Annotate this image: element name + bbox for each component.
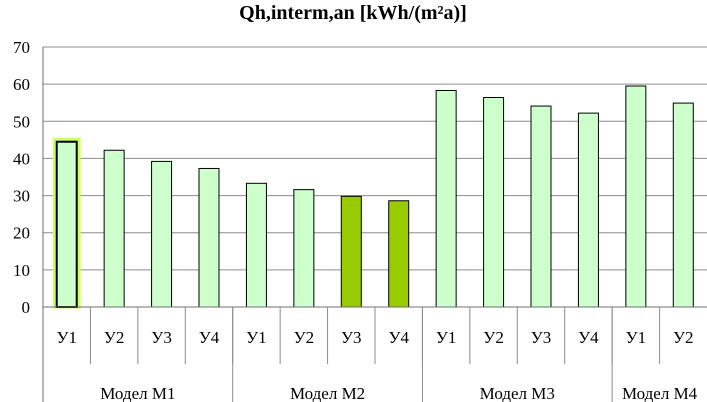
bar <box>340 195 362 308</box>
x-category-label: У2 <box>673 328 694 347</box>
x-category-label: У4 <box>388 328 409 347</box>
x-group-label: Модел М3 <box>480 384 555 402</box>
axes <box>42 47 707 402</box>
x-category-label: У1 <box>626 328 647 347</box>
x-group-label: Модел М1 <box>100 384 175 402</box>
x-category-label: У3 <box>341 328 362 347</box>
bar <box>293 189 315 308</box>
bar <box>388 200 410 308</box>
bar <box>530 105 552 308</box>
x-category-label: У1 <box>436 328 457 347</box>
y-tick-label: 30 <box>13 187 30 206</box>
bar <box>245 182 267 308</box>
y-tick-label: 50 <box>13 112 30 131</box>
y-tick-label: 40 <box>13 149 30 168</box>
x-category-label: У2 <box>104 328 125 347</box>
y-tick-label: 10 <box>13 261 30 280</box>
x-category-label: У3 <box>151 328 172 347</box>
bar <box>103 149 125 308</box>
x-group-label: Модел М4 <box>622 384 698 402</box>
bar <box>483 97 505 308</box>
x-category-label: У2 <box>294 328 315 347</box>
bar <box>577 112 599 308</box>
bar <box>55 140 78 308</box>
bar <box>151 160 173 308</box>
bar <box>435 89 457 308</box>
y-tick-label: 20 <box>13 224 30 243</box>
bar <box>672 102 694 308</box>
x-category-label: У4 <box>199 328 220 347</box>
bar <box>198 167 220 308</box>
bars <box>52 85 694 309</box>
x-group-labels: Модел М1 Модел М2 Модел М3 Модел М4 <box>100 384 697 402</box>
y-tick-label: 0 <box>22 298 31 317</box>
x-category-label: У1 <box>246 328 267 347</box>
y-tick-labels: 0 10 20 30 40 50 60 70 <box>13 38 30 317</box>
x-category-label: У1 <box>56 328 77 347</box>
chart-title: Qh,interm,an [kWh/(m²a)] <box>239 2 467 24</box>
x-group-label: Модел М2 <box>290 384 365 402</box>
bar <box>625 85 647 308</box>
y-tick-label: 70 <box>13 38 30 57</box>
y-tick-label: 60 <box>13 75 30 94</box>
x-category-labels: У1 У2 У3 У4 У1 У2 У3 У4 У1 У2 У3 У4 У1 У2 <box>56 328 693 347</box>
x-category-label: У4 <box>578 328 599 347</box>
x-category-label: У2 <box>483 328 504 347</box>
gridlines <box>43 46 707 271</box>
x-category-label: У3 <box>531 328 552 347</box>
